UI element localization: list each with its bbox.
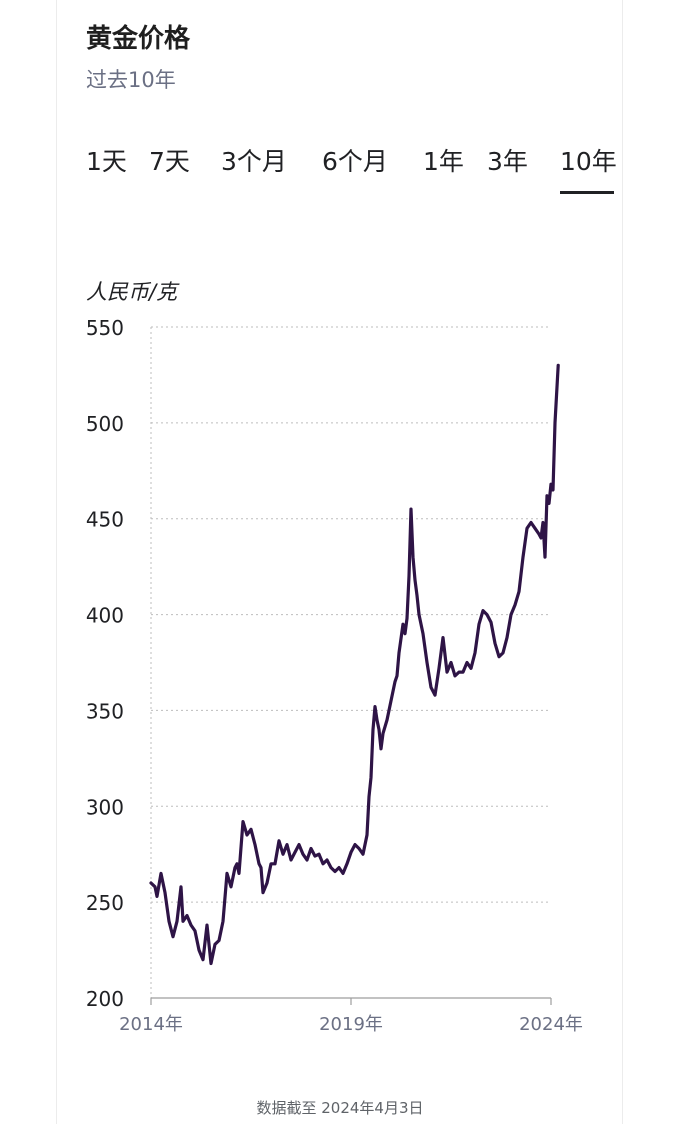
y-tick-label: 350 <box>86 699 124 723</box>
tab-3-year[interactable]: 3年 <box>487 147 528 176</box>
tab-10-year[interactable]: 10年 <box>560 147 617 176</box>
y-tick-label: 400 <box>86 604 124 628</box>
card-edge-right <box>622 0 623 1124</box>
x-tick-label: 2019年 <box>319 1014 383 1035</box>
y-tick-label: 250 <box>86 891 124 915</box>
tab-7-day[interactable]: 7天 <box>149 147 190 176</box>
active-tab-indicator <box>560 191 614 194</box>
data-as-of-note: 数据截至 2024年4月3日 <box>256 1099 424 1117</box>
y-tick-label: 550 <box>86 316 124 340</box>
tab-1-day[interactable]: 1天 <box>86 147 127 176</box>
y-tick-label: 200 <box>86 987 124 1011</box>
y-tick-label: 300 <box>86 795 124 819</box>
tab-1-year[interactable]: 1年 <box>423 147 464 176</box>
tab-3-month[interactable]: 3个月 <box>221 147 287 176</box>
x-tick-label: 2024年 <box>519 1014 583 1035</box>
price-series-line <box>149 363 560 966</box>
y-tick-label: 500 <box>86 412 124 436</box>
page-subtitle: 过去10年 <box>86 68 176 92</box>
gold-price-chart: 200 250 300 350 400 450 500 550 2014年 2019年 2024年 <box>86 316 583 1035</box>
card-edge-left <box>56 0 57 1124</box>
y-axis-unit-label: 人民币/克 <box>86 280 178 304</box>
page-title: 黄金价格 <box>86 24 191 54</box>
tab-6-month[interactable]: 6个月 <box>322 147 388 176</box>
x-tick-label: 2014年 <box>119 1014 183 1035</box>
y-tick-label: 450 <box>86 508 124 532</box>
